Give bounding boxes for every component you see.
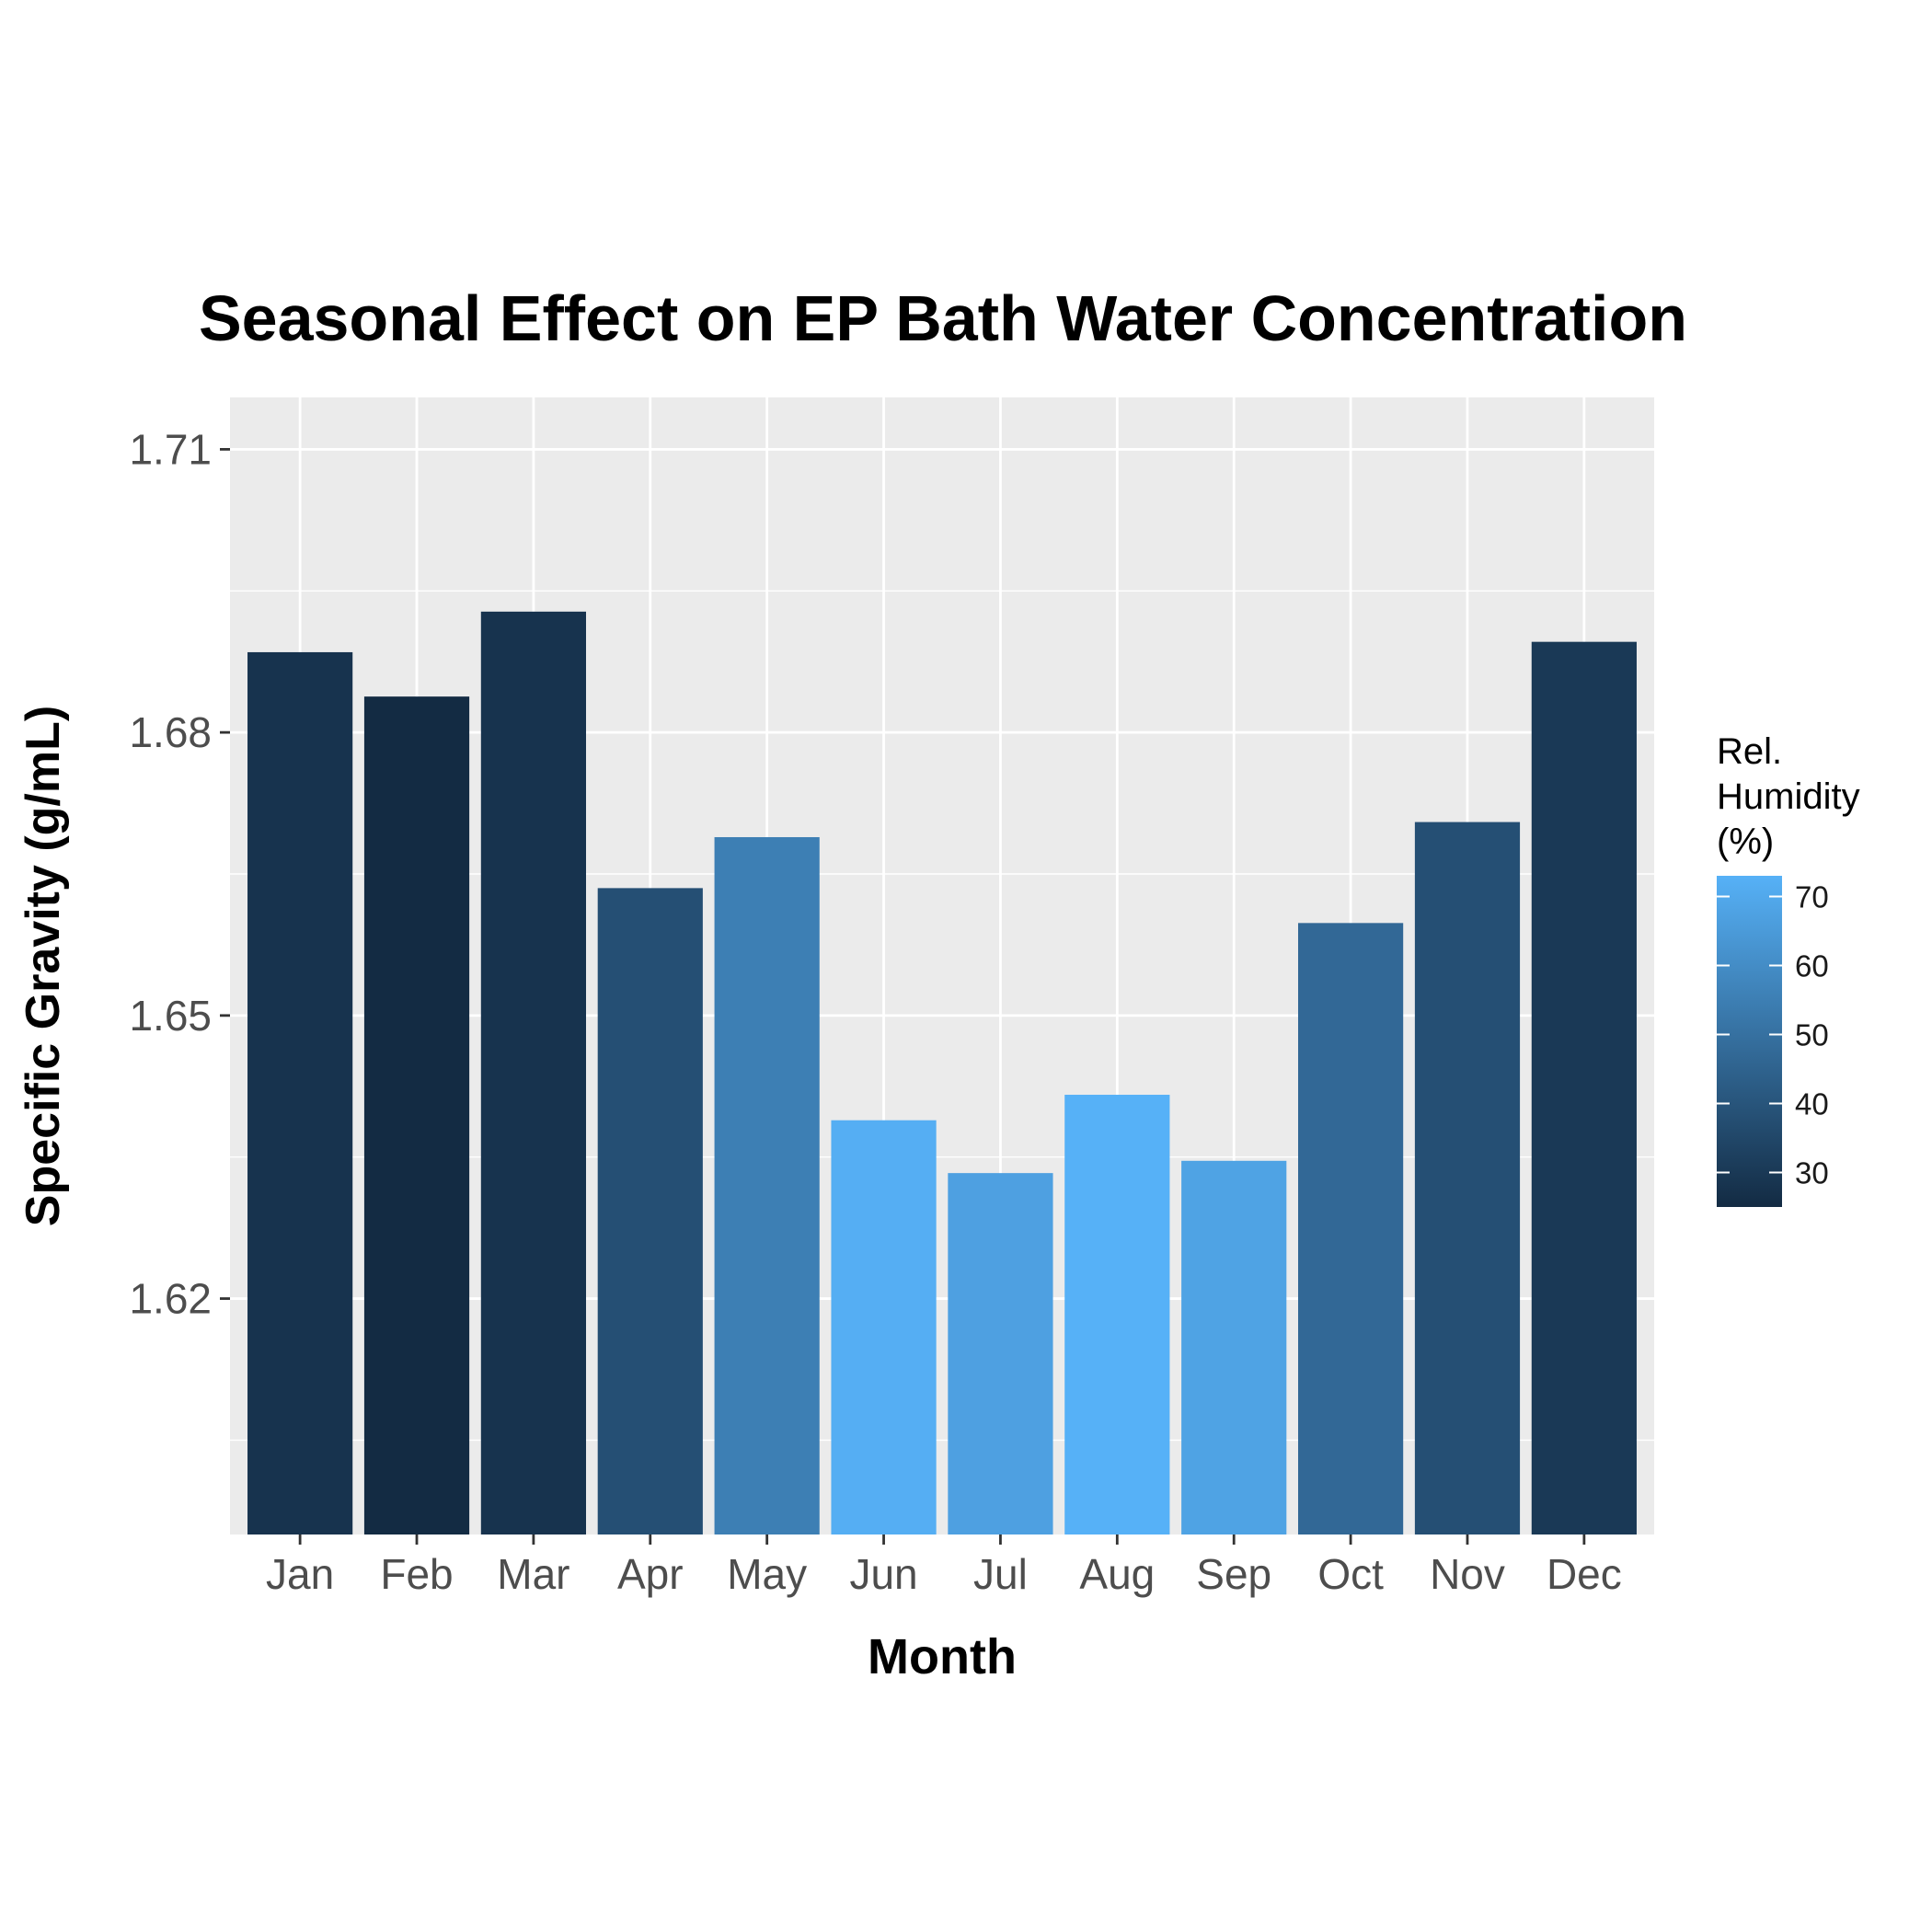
x-tick-label-nov: Nov	[1430, 1550, 1505, 1598]
bar-oct	[1298, 923, 1404, 1534]
x-tick-label-sep: Sep	[1196, 1550, 1271, 1598]
legend-title-line-1: Humidity	[1717, 776, 1860, 817]
x-tick-label-mar: Mar	[497, 1550, 569, 1598]
bar-feb	[363, 696, 470, 1534]
bar-dec	[1531, 641, 1637, 1534]
legend-title: Rel. Humidity (%)	[1717, 731, 1860, 862]
y-axis-title: Specific Gravity (g/mL)	[17, 706, 70, 1226]
y-tick-label-1: 1.65	[129, 992, 212, 1040]
legend-tick-label-1: 40	[1795, 1087, 1829, 1121]
legend-tick-label-4: 70	[1795, 880, 1829, 914]
x-tick-label-oct: Oct	[1317, 1550, 1384, 1598]
bar-jun	[831, 1120, 937, 1534]
legend-tick-label-0: 30	[1795, 1156, 1829, 1190]
bar-jan	[247, 651, 353, 1534]
legend: Rel. Humidity (%) 30 40 50 60 70	[1717, 731, 1860, 1207]
axes-layer: 1.62 1.65 1.68 1.71 Jan Feb Mar Apr May Jun Jul Aug…	[129, 425, 1621, 1598]
legend-tick-label-3: 60	[1795, 949, 1829, 983]
bar-mar	[480, 611, 586, 1534]
legend-title-line-0: Rel.	[1717, 731, 1782, 772]
legend-title-line-2: (%)	[1717, 822, 1774, 862]
legend-ticks: 30 40 50 60 70	[1717, 880, 1829, 1190]
x-axis-title: Month	[868, 1629, 1017, 1684]
legend-tick-label-2: 50	[1795, 1018, 1829, 1052]
bar-nov	[1414, 822, 1521, 1534]
bar-apr	[597, 888, 703, 1534]
x-tick-label-may: May	[727, 1550, 807, 1598]
bar-jul	[948, 1173, 1053, 1534]
y-tick-label-3: 1.71	[129, 425, 212, 473]
bars-layer	[247, 611, 1637, 1534]
y-tick-label-2: 1.68	[129, 708, 212, 756]
bar-aug	[1064, 1095, 1170, 1534]
x-tick-label-jan: Jan	[266, 1550, 334, 1598]
x-tick-label-dec: Dec	[1547, 1550, 1622, 1598]
chart-title: Seasonal Effect on EP Bath Water Concent…	[199, 282, 1687, 354]
x-tick-label-jun: Jun	[849, 1550, 917, 1598]
bar-sep	[1181, 1160, 1287, 1534]
x-tick-label-aug: Aug	[1079, 1550, 1155, 1598]
legend-colorbar	[1717, 876, 1782, 1207]
x-tick-label-jul: Jul	[973, 1550, 1028, 1598]
x-tick-label-feb: Feb	[380, 1550, 453, 1598]
y-tick-label-0: 1.62	[129, 1275, 212, 1323]
x-tick-label-apr: Apr	[617, 1550, 684, 1598]
bar-may	[714, 836, 820, 1534]
